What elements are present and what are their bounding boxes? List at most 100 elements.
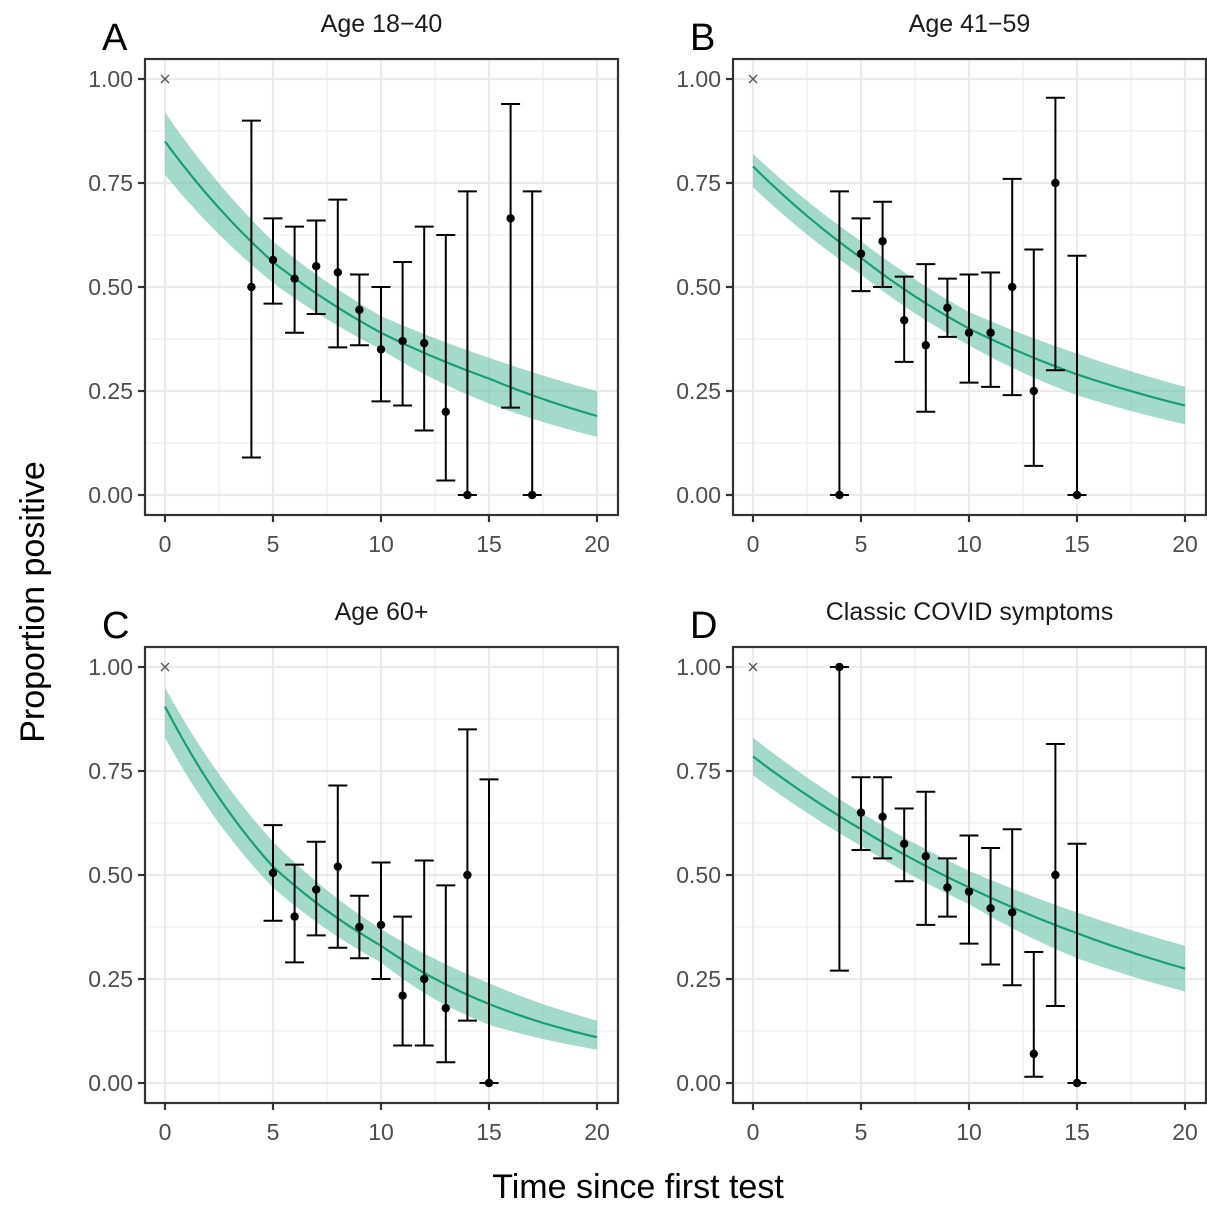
panel-tag: D	[690, 605, 717, 647]
x-tick-label: 5	[267, 531, 280, 557]
data-point	[355, 305, 364, 315]
anchor-cross-marker	[748, 662, 758, 672]
data-point	[463, 870, 472, 880]
x-tick-label: 5	[267, 1119, 280, 1145]
panel-tag: A	[102, 17, 128, 59]
data-point	[420, 974, 429, 984]
x-tick-label: 15	[476, 531, 502, 557]
data-point	[333, 268, 342, 277]
y-tick-label: 1.00	[676, 66, 721, 92]
y-tick-label: 0.75	[88, 758, 133, 784]
panel-b: 0 5 10 15 20 0.00 0.25 0.50 0.75 1.00 Age 41−59 B	[676, 10, 1207, 557]
x-tick-label: 10	[956, 531, 982, 557]
x-tick-label: 20	[584, 1119, 610, 1145]
x-tick-label: 20	[1172, 1119, 1198, 1145]
data-point	[1008, 908, 1017, 917]
x-tick-label: 15	[1064, 1119, 1090, 1145]
panel-d: 0 5 10 15 20 0.00 0.25 0.50 0.75 1.00 Classic COVI…	[676, 598, 1207, 1145]
data-point	[290, 274, 299, 283]
x-tick-label: 15	[1064, 531, 1090, 557]
anchor-cross-marker	[748, 74, 758, 84]
x-tick-label: 20	[1172, 531, 1198, 557]
y-tick-label: 0.75	[676, 758, 721, 784]
data-point	[900, 839, 909, 848]
data-point	[247, 282, 256, 292]
data-point	[856, 808, 866, 817]
data-point	[312, 262, 321, 271]
data-point	[921, 852, 930, 861]
data-point	[441, 407, 450, 416]
panel-title: Classic COVID symptoms	[826, 598, 1114, 626]
data-point	[290, 912, 299, 921]
panel-a: 0 5 10 15 20 0.00 0.25 0.50 0.75 1.00 Age 18−40 A	[88, 10, 620, 557]
anchor-cross-marker	[160, 74, 170, 84]
data-point	[1051, 178, 1060, 188]
x-tick-label: 0	[159, 1119, 172, 1145]
y-tick-label: 0.25	[88, 966, 133, 992]
data-point	[355, 922, 364, 932]
y-tick-label: 1.00	[88, 66, 133, 92]
y-tick-label: 0.25	[676, 966, 721, 992]
data-point	[856, 249, 866, 258]
x-tick-label: 0	[747, 1119, 760, 1145]
panel-tag: C	[102, 605, 129, 647]
data-point	[1072, 1078, 1082, 1088]
data-point	[268, 255, 278, 265]
panel-title: Age 60+	[335, 598, 429, 626]
data-point	[268, 868, 278, 878]
data-point	[376, 345, 386, 354]
x-tick-label: 10	[368, 1119, 394, 1145]
panel-title: Age 18−40	[321, 10, 443, 38]
y-tick-label: 0.00	[676, 1070, 721, 1096]
data-point	[986, 328, 995, 337]
y-tick-label: 0.50	[676, 274, 721, 300]
data-point	[1029, 1049, 1039, 1059]
y-tick-label: 0.00	[88, 482, 133, 508]
data-point	[528, 490, 537, 500]
y-tick-label: 1.00	[676, 654, 721, 680]
data-point	[1029, 386, 1039, 396]
data-point	[900, 316, 909, 325]
data-point	[420, 338, 429, 348]
data-point	[376, 920, 386, 930]
y-tick-label: 0.00	[676, 482, 721, 508]
y-axis-title: Proportion positive	[14, 461, 52, 743]
data-point	[1051, 870, 1060, 880]
x-tick-label: 10	[368, 531, 394, 557]
panel-tag: B	[690, 17, 715, 59]
data-point	[921, 341, 930, 350]
data-point	[878, 812, 887, 821]
x-tick-label: 5	[855, 1119, 868, 1145]
data-point	[878, 237, 887, 246]
panel-title: Age 41−59	[909, 10, 1031, 38]
data-point	[463, 490, 472, 500]
data-point	[506, 214, 515, 223]
data-point	[835, 662, 844, 672]
data-point	[835, 490, 844, 500]
data-point	[943, 883, 952, 892]
x-tick-label: 15	[476, 1119, 502, 1145]
data-point	[441, 1003, 450, 1013]
y-tick-label: 0.25	[88, 378, 133, 404]
confidence-band	[165, 112, 597, 437]
x-tick-label: 10	[956, 1119, 982, 1145]
x-tick-label: 0	[747, 531, 760, 557]
confidence-band	[165, 687, 597, 1050]
data-point	[986, 904, 995, 913]
data-point	[1008, 282, 1017, 292]
y-tick-label: 0.50	[676, 862, 721, 888]
data-point	[964, 328, 974, 337]
y-tick-label: 0.50	[88, 274, 133, 300]
data-point	[964, 887, 974, 896]
y-tick-label: 0.50	[88, 862, 133, 888]
panel-c: 0 5 10 15 20 0.00 0.25 0.50 0.75 1.00 Age 60+ C	[88, 598, 620, 1145]
data-point	[333, 862, 342, 871]
data-point	[398, 336, 407, 346]
data-point	[1072, 490, 1082, 500]
anchor-cross-marker	[160, 662, 170, 672]
data-point	[484, 1078, 494, 1088]
y-tick-label: 0.25	[676, 378, 721, 404]
x-tick-label: 20	[584, 531, 610, 557]
y-tick-label: 0.00	[88, 1070, 133, 1096]
